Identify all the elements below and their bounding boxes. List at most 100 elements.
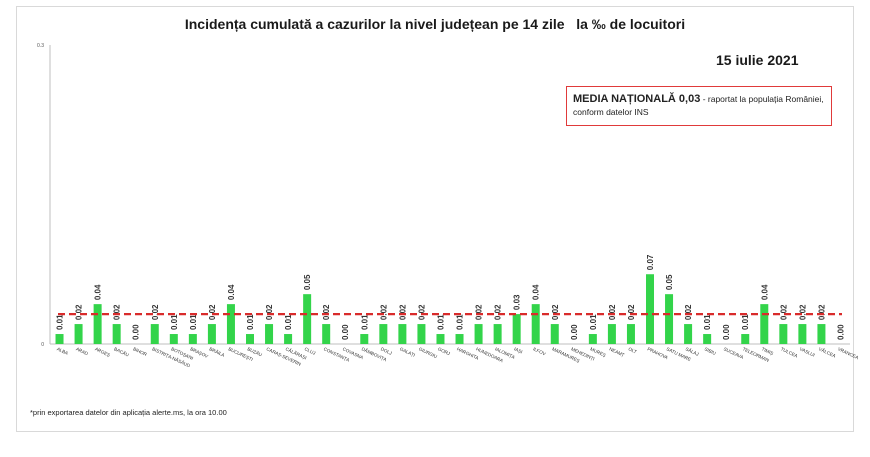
bar (226, 304, 235, 344)
data-label: 0.01 (170, 314, 179, 330)
bar (607, 324, 616, 344)
category-label: GIURGIU (418, 346, 438, 359)
data-label: 0.01 (189, 314, 198, 330)
category-label: TIMIȘ (761, 346, 774, 356)
bar (379, 324, 388, 344)
bar (703, 334, 712, 344)
data-label: 0.01 (741, 314, 750, 330)
category-label: ILFOV (532, 346, 547, 357)
data-label: 0.02 (798, 304, 807, 320)
national-average-source: conform datelor INS (573, 107, 649, 117)
bar (265, 324, 274, 344)
bar (417, 324, 426, 344)
data-label: 0.00 (341, 324, 350, 340)
category-label: CARAȘ-SEVERIN (266, 346, 302, 366)
data-label: 0.02 (608, 304, 617, 320)
category-label: TULCEA (780, 346, 799, 359)
data-label: 0.02 (113, 304, 122, 320)
data-label: 0.01 (703, 314, 712, 330)
data-label: 0.04 (227, 284, 236, 300)
category-label: VÂLCEA (818, 345, 838, 358)
category-label: SIBIU (704, 346, 717, 356)
data-label: 0.02 (417, 304, 426, 320)
y-tick-label: 0 (41, 342, 44, 348)
bar (112, 324, 121, 344)
y-tick-label: 0.3 (37, 43, 44, 49)
category-label: BACĂU (113, 345, 130, 357)
category-label: GORJ (437, 346, 451, 356)
bar (493, 324, 502, 344)
data-label: 0.07 (646, 254, 655, 270)
category-label: CLUJ (304, 346, 317, 355)
bar (550, 324, 559, 344)
bar (588, 334, 597, 344)
data-label: 0.01 (284, 314, 293, 330)
bar (684, 324, 693, 344)
category-label: DOLJ (380, 346, 393, 355)
bar (779, 324, 788, 344)
bar (93, 304, 102, 344)
national-average-label: MEDIA NAȚIONALĂ 0,03 (573, 93, 701, 105)
data-label: 0.03 (513, 294, 522, 310)
bar (55, 334, 64, 344)
bar (760, 304, 769, 344)
bar (169, 334, 178, 344)
bar (455, 334, 464, 344)
data-label: 0.02 (817, 304, 826, 320)
category-label: VRANCEA (837, 346, 860, 360)
data-label: 0.05 (665, 274, 674, 290)
data-label: 0.00 (722, 324, 731, 340)
data-label: 0.02 (627, 304, 636, 320)
category-label: NEAMȚ (608, 346, 625, 357)
bar (74, 324, 83, 344)
bar (798, 324, 807, 344)
bar (303, 294, 312, 344)
data-label: 0.02 (75, 304, 84, 320)
data-label: 0.00 (570, 324, 579, 340)
category-label: ARAD (75, 346, 89, 356)
bar (741, 334, 750, 344)
data-label: 0.00 (132, 324, 141, 340)
chart-title: Incidența cumulată a cazurilor la nivel … (184, 16, 686, 32)
data-label: 0.02 (151, 304, 160, 320)
category-label: SĂLAJ (685, 345, 700, 356)
data-label: 0.02 (779, 304, 788, 320)
data-label: 0.05 (303, 274, 312, 290)
data-label: 0.02 (475, 304, 484, 320)
data-label: 0.02 (322, 304, 331, 320)
data-label: 0.01 (56, 314, 65, 330)
chart-frame (16, 6, 854, 432)
data-label: 0.02 (494, 304, 503, 320)
bar (646, 274, 654, 344)
data-label: 0.01 (589, 314, 598, 330)
bar (474, 324, 483, 344)
data-label: 0.01 (360, 314, 369, 330)
bar (207, 324, 216, 344)
bar (665, 294, 674, 344)
data-label: 0.01 (436, 314, 445, 330)
bar (817, 324, 826, 344)
bar (531, 304, 540, 344)
bar (626, 324, 635, 344)
data-label: 0.00 (836, 324, 845, 340)
category-label: VASLUI (799, 346, 816, 357)
category-label: IAȘI (513, 346, 523, 354)
bar (150, 324, 159, 344)
category-label: OLT (628, 346, 638, 354)
bar (512, 314, 521, 344)
bar (360, 334, 369, 344)
bar (246, 334, 254, 344)
category-label: BRĂILA (208, 345, 226, 358)
data-label: 0.02 (398, 304, 407, 320)
data-label: 0.02 (684, 304, 693, 320)
report-date: 15 iulie 2021 (716, 52, 799, 68)
bar (188, 334, 197, 344)
category-label: MUREȘ (589, 346, 606, 358)
category-label: ARGEȘ (94, 346, 111, 357)
footnote: *prin exportarea datelor din aplicația a… (30, 408, 227, 417)
data-label: 0.02 (551, 304, 560, 320)
bar (284, 334, 293, 344)
category-label: SUCEAVA (723, 346, 745, 360)
bar (322, 324, 331, 344)
